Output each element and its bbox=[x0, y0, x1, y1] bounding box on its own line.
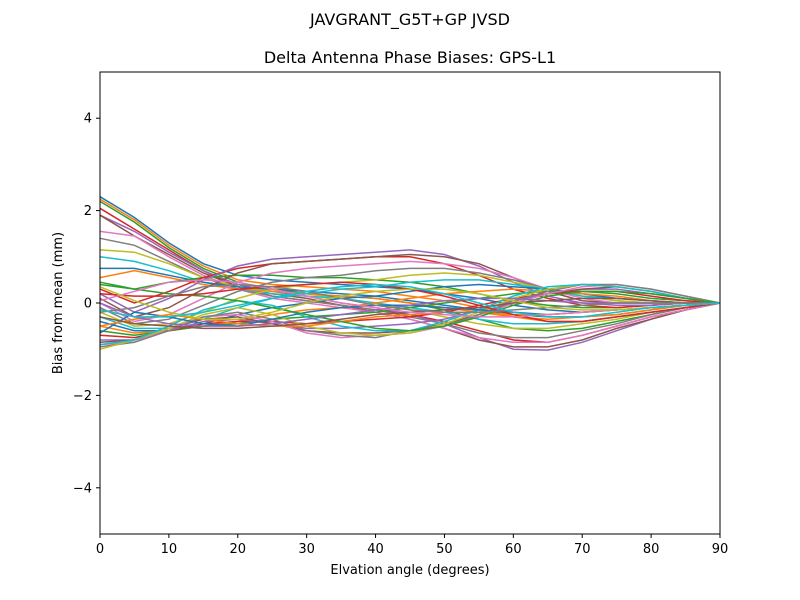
y-tick-label: 0 bbox=[84, 297, 92, 312]
y-tick-label: −2 bbox=[73, 389, 92, 404]
series-line-25 bbox=[100, 288, 721, 341]
x-tick-label: 80 bbox=[643, 542, 660, 557]
y-tick-label: −4 bbox=[73, 481, 92, 496]
series-line-7 bbox=[99, 230, 721, 344]
x-tick-label: 0 bbox=[96, 542, 104, 557]
series-line-39 bbox=[99, 286, 721, 320]
y-axis-label: Bias from mean (mm) bbox=[51, 232, 66, 374]
x-tick-label: 50 bbox=[436, 542, 453, 557]
series-line-38 bbox=[99, 283, 720, 313]
x-tick-label: 30 bbox=[298, 542, 315, 557]
x-tick-label: 40 bbox=[367, 542, 384, 557]
y-tick-label: 2 bbox=[84, 204, 92, 219]
x-axis-label: Elvation angle (degrees) bbox=[330, 563, 489, 578]
y-axis-ticks: −4 −2 0 2 4 bbox=[73, 112, 100, 496]
chart-title: Delta Antenna Phase Biases: GPS-L1 bbox=[263, 48, 557, 67]
x-tick-label: 10 bbox=[161, 542, 178, 557]
series-line-40 bbox=[99, 283, 721, 318]
x-tick-label: 20 bbox=[230, 542, 247, 557]
series-line-12 bbox=[99, 269, 721, 320]
figure-suptitle: JAVGRANT_G5T+GP JVSD bbox=[310, 10, 510, 29]
x-axis-ticks: 0 10 20 30 40 50 60 70 80 90 bbox=[96, 534, 728, 557]
series-line-33 bbox=[99, 281, 721, 332]
series-line-14 bbox=[99, 256, 720, 309]
series-lines bbox=[99, 196, 721, 351]
y-tick-label: 4 bbox=[84, 112, 92, 127]
x-tick-label: 60 bbox=[505, 542, 522, 557]
x-tick-label: 90 bbox=[712, 542, 729, 557]
x-tick-label: 70 bbox=[574, 542, 591, 557]
